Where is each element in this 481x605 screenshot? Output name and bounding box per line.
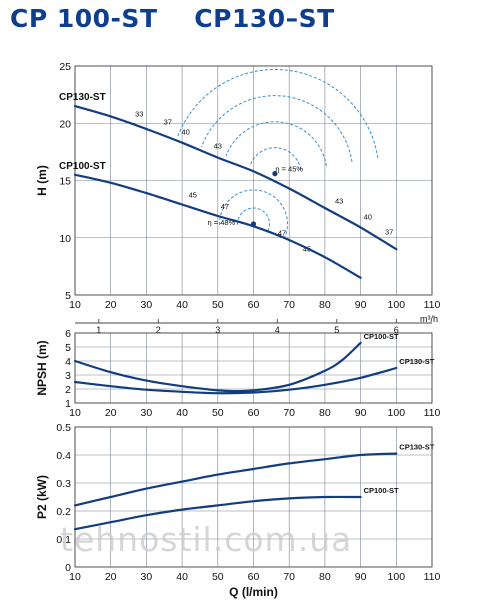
efficiency-label: 40	[364, 212, 372, 221]
power-x-tick-label: 90	[355, 571, 367, 583]
flow-m3h-unit-label: m³/h	[420, 314, 438, 324]
head-x-tick-label: 40	[176, 299, 188, 311]
head-x-tick-label: 50	[212, 299, 224, 311]
head-frame	[74, 65, 433, 296]
head-series-label: CP100-ST	[59, 161, 106, 172]
power-x-tick-label: 20	[105, 571, 117, 583]
npsh-series-line-cp130-st	[73, 366, 398, 395]
npsh-x-tick-label: 70	[283, 407, 295, 419]
power-x-tick-label: 10	[69, 571, 81, 583]
power-x-axis-label: Q (l/min)	[229, 585, 278, 599]
power-series-label: CP130-ST	[399, 443, 434, 452]
power-y-tick-label: 0.4	[56, 450, 71, 462]
power-x-tick-label: 50	[212, 571, 224, 583]
iso-efficiency-arc	[201, 95, 353, 163]
head-x-tick-label: 110	[424, 299, 441, 311]
iso-efficiency-arc	[225, 121, 327, 166]
npsh-x-tick-label: 90	[355, 407, 367, 419]
head-x-tick-label: 100	[388, 299, 406, 311]
head-y-tick-label: 25	[59, 61, 71, 73]
head-y-tick-label: 20	[59, 118, 71, 130]
efficiency-label: 33	[135, 109, 143, 118]
flow-m3h-tick-label: 6	[394, 325, 399, 335]
npsh-y-tick-label: 2	[65, 384, 71, 396]
npsh-y-tick-label: 5	[65, 342, 71, 354]
efficiency-label: 43	[214, 141, 222, 150]
efficiency-label: 37	[164, 117, 172, 126]
efficiency-label: η = 45%	[275, 164, 303, 173]
flow-m3h-tick-label: 5	[334, 325, 339, 335]
power-y-tick-label: 0	[65, 562, 71, 574]
npsh-series-line-cp100-st	[73, 341, 362, 393]
npsh-y-tick-label: 6	[65, 328, 71, 340]
npsh-y-tick-label: 3	[65, 370, 71, 382]
efficiency-label: 40	[181, 128, 189, 137]
power-series-label: CP100-ST	[364, 486, 399, 495]
head-x-tick-label: 20	[105, 299, 117, 311]
head-x-tick-label: 30	[141, 299, 153, 311]
head-y-tick-label: 10	[59, 233, 71, 245]
power-x-tick-label: 60	[248, 571, 260, 583]
iso-efficiency-arc	[237, 207, 271, 232]
head-y-axis-label: H (m)	[35, 165, 49, 196]
power-frame	[74, 426, 433, 568]
npsh-x-tick-label: 20	[105, 407, 117, 419]
npsh-x-tick-label: 50	[212, 407, 224, 419]
npsh-frame	[74, 332, 433, 404]
efficiency-label: 43	[335, 196, 343, 205]
npsh-series-label: CP100-ST	[364, 332, 399, 341]
efficiency-label: 45	[189, 191, 197, 200]
power-y-tick-label: 0.5	[56, 422, 71, 434]
npsh-y-tick-label: 4	[65, 356, 71, 368]
power-series-line-cp100-st	[73, 495, 362, 531]
power-series-line-cp130-st	[73, 452, 398, 507]
iso-efficiency-arc	[219, 189, 289, 240]
head-y-tick-label: 5	[65, 290, 71, 302]
efficiency-label: 47	[278, 228, 286, 237]
flow-m3h-tick-label: 3	[215, 325, 220, 335]
power-x-tick-label: 40	[176, 571, 188, 583]
npsh-x-tick-label: 110	[424, 407, 441, 419]
head-x-tick-label: 80	[319, 299, 331, 311]
efficiency-label: 47	[221, 202, 229, 211]
efficiency-label: 37	[385, 227, 393, 236]
npsh-x-tick-label: 40	[176, 407, 188, 419]
power-y-tick-label: 0.3	[56, 478, 71, 490]
power-y-tick-label: 0.1	[56, 534, 71, 546]
power-y-axis-label: P2 (kW)	[35, 475, 49, 519]
power-x-tick-label: 70	[283, 571, 295, 583]
npsh-y-axis-label: NPSH (m)	[35, 340, 49, 395]
head-series-label: CP130-ST	[59, 92, 106, 103]
flow-m3h-tick-label: 2	[156, 325, 161, 335]
head-x-tick-label: 60	[248, 299, 260, 311]
npsh-x-tick-label: 100	[388, 407, 406, 419]
power-y-tick-label: 0.2	[56, 506, 71, 518]
power-x-tick-label: 30	[141, 571, 153, 583]
power-x-tick-label: 80	[319, 571, 331, 583]
npsh-x-tick-label: 80	[319, 407, 331, 419]
flow-m3h-tick-label: 1	[96, 325, 101, 335]
efficiency-label: η = 48%	[208, 218, 236, 227]
npsh-x-tick-label: 60	[248, 407, 260, 419]
head-x-tick-label: 10	[69, 299, 81, 311]
iso-efficiency-arc	[176, 69, 379, 159]
watermark: tehnostil.com.ua	[60, 520, 353, 559]
head-series-line-cp100-st	[73, 173, 362, 279]
npsh-x-tick-label: 10	[69, 407, 81, 419]
head-x-tick-label: 70	[283, 299, 295, 311]
npsh-x-tick-label: 30	[141, 407, 153, 419]
head-x-tick-label: 90	[355, 299, 367, 311]
npsh-y-tick-label: 1	[65, 398, 71, 410]
bep-marker	[272, 171, 278, 177]
power-x-tick-label: 110	[424, 571, 441, 583]
power-x-tick-label: 100	[388, 571, 406, 583]
npsh-series-label: CP130-ST	[399, 357, 434, 366]
flow-m3h-tick-label: 4	[275, 325, 280, 335]
page-title: CP 100-ST CP130–ST	[10, 4, 335, 33]
head-series-line-cp130-st	[73, 105, 398, 251]
head-y-tick-label: 15	[59, 176, 71, 188]
